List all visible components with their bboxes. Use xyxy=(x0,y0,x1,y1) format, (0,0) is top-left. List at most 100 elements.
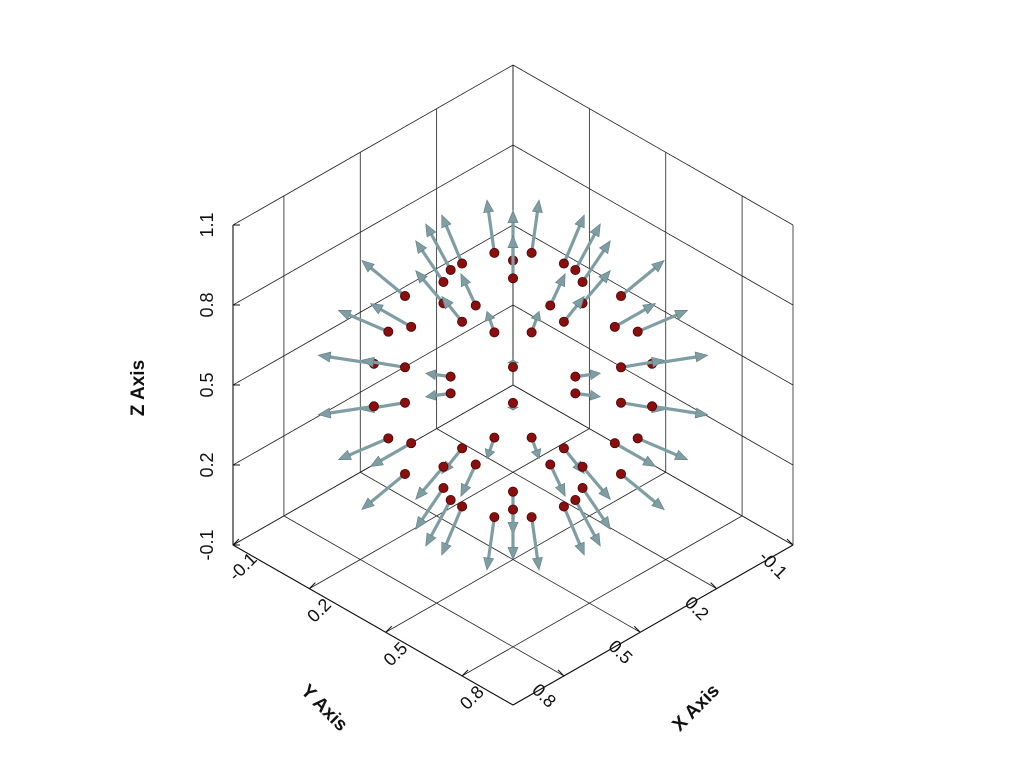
arrow-head xyxy=(484,310,496,322)
vector-glyph xyxy=(526,432,542,460)
data-point xyxy=(526,247,537,258)
arrow-head xyxy=(425,369,437,381)
vector-glyph xyxy=(484,310,500,338)
data-point xyxy=(632,433,643,444)
vector-glyph xyxy=(415,483,449,530)
arrow-head xyxy=(530,310,542,322)
data-point xyxy=(558,258,569,269)
arrow-shaft xyxy=(372,360,407,369)
arrow-head xyxy=(598,486,611,501)
grid-line-wall-yz-z xyxy=(232,64,514,226)
arrow-head xyxy=(361,356,375,368)
arrow-shaft xyxy=(530,210,540,255)
arrow-head xyxy=(574,214,585,229)
data-point xyxy=(438,461,449,472)
vector-glyph xyxy=(545,459,566,497)
data-point xyxy=(507,504,518,515)
vector-glyph xyxy=(526,512,543,571)
vector-glyph xyxy=(507,234,519,284)
data-point xyxy=(570,371,581,382)
arrow-head xyxy=(415,486,428,501)
z-tick-label: -0.1 xyxy=(197,529,217,560)
arrow-shaft xyxy=(573,498,597,538)
data-point xyxy=(615,362,626,373)
data-point xyxy=(457,501,468,512)
arrow-head xyxy=(369,455,384,467)
vector-glyph xyxy=(615,259,665,302)
vector-glyph xyxy=(577,240,611,287)
arrow-shaft xyxy=(347,436,390,457)
data-point xyxy=(457,443,468,454)
arrow-head xyxy=(531,199,543,213)
arrow-shaft xyxy=(580,465,605,492)
vector-glyph xyxy=(361,356,411,373)
data-point xyxy=(383,433,394,444)
grid-line-floor-x xyxy=(385,471,666,633)
arrow-head xyxy=(507,547,519,561)
arrow-shaft xyxy=(421,278,446,305)
vector-glyph xyxy=(415,240,449,287)
vector-glyph xyxy=(369,303,417,332)
arrow-head xyxy=(674,310,689,321)
x-tick-label: 0.5 xyxy=(380,638,412,670)
vector-glyph xyxy=(545,273,566,311)
vector-glyph xyxy=(632,433,689,460)
arrow-shaft xyxy=(619,401,654,410)
arrow-head xyxy=(369,303,384,315)
data-point xyxy=(406,321,417,332)
arrow-shaft xyxy=(369,472,407,504)
vector-glyph xyxy=(570,388,601,401)
arrow-head xyxy=(415,269,428,284)
data-point xyxy=(445,388,456,399)
y-tick-mark xyxy=(633,625,641,633)
arrow-head xyxy=(415,515,428,530)
arrow-shaft xyxy=(580,249,606,284)
x-tick-label: -0.1 xyxy=(225,549,261,585)
y-tick-label: 0.8 xyxy=(528,680,560,712)
data-point xyxy=(489,512,500,523)
data-point xyxy=(545,300,556,311)
data-point xyxy=(368,401,379,412)
data-point xyxy=(558,316,569,327)
arrow-shaft xyxy=(486,515,496,560)
vector-glyph xyxy=(609,438,657,467)
y-axis-line xyxy=(512,544,794,706)
grid-line-wall-yz-z xyxy=(232,304,514,466)
arrow-head xyxy=(589,223,601,238)
arrow-head xyxy=(507,234,519,248)
arrow-shaft xyxy=(613,441,647,463)
arrow-shaft xyxy=(636,313,679,334)
arrow-head xyxy=(441,541,452,556)
vector-glyph xyxy=(558,501,585,556)
arrow-shaft xyxy=(429,232,453,272)
arrow-head xyxy=(530,448,542,460)
arrow-head xyxy=(415,240,428,255)
data-point xyxy=(445,264,456,275)
arrow-shaft xyxy=(444,224,464,266)
data-point xyxy=(489,247,500,258)
vector-glyph xyxy=(506,397,520,411)
data-point xyxy=(577,276,588,287)
arrow-shaft xyxy=(562,504,582,546)
data-point xyxy=(558,501,569,512)
arrow-shaft xyxy=(421,465,446,492)
y-tick-label: 0.2 xyxy=(681,592,713,624)
y-tick-mark xyxy=(710,582,717,589)
data-point xyxy=(438,483,449,494)
arrow-head xyxy=(598,269,611,284)
y-axis-title: Y Axis xyxy=(296,681,351,736)
axis-layer xyxy=(232,224,794,706)
vector-glyph xyxy=(460,273,481,311)
arrow-head xyxy=(651,259,665,273)
vector-glyph xyxy=(425,495,456,547)
vector-glyph xyxy=(337,310,394,337)
grid-line-wall-xz-z xyxy=(512,304,794,466)
arrow-head xyxy=(483,557,495,571)
arrow-shaft xyxy=(379,307,413,329)
data-point xyxy=(470,300,481,311)
vector-glyph xyxy=(484,432,500,460)
arrow-head xyxy=(651,356,665,368)
data-point xyxy=(489,327,500,338)
data-point xyxy=(470,459,481,470)
